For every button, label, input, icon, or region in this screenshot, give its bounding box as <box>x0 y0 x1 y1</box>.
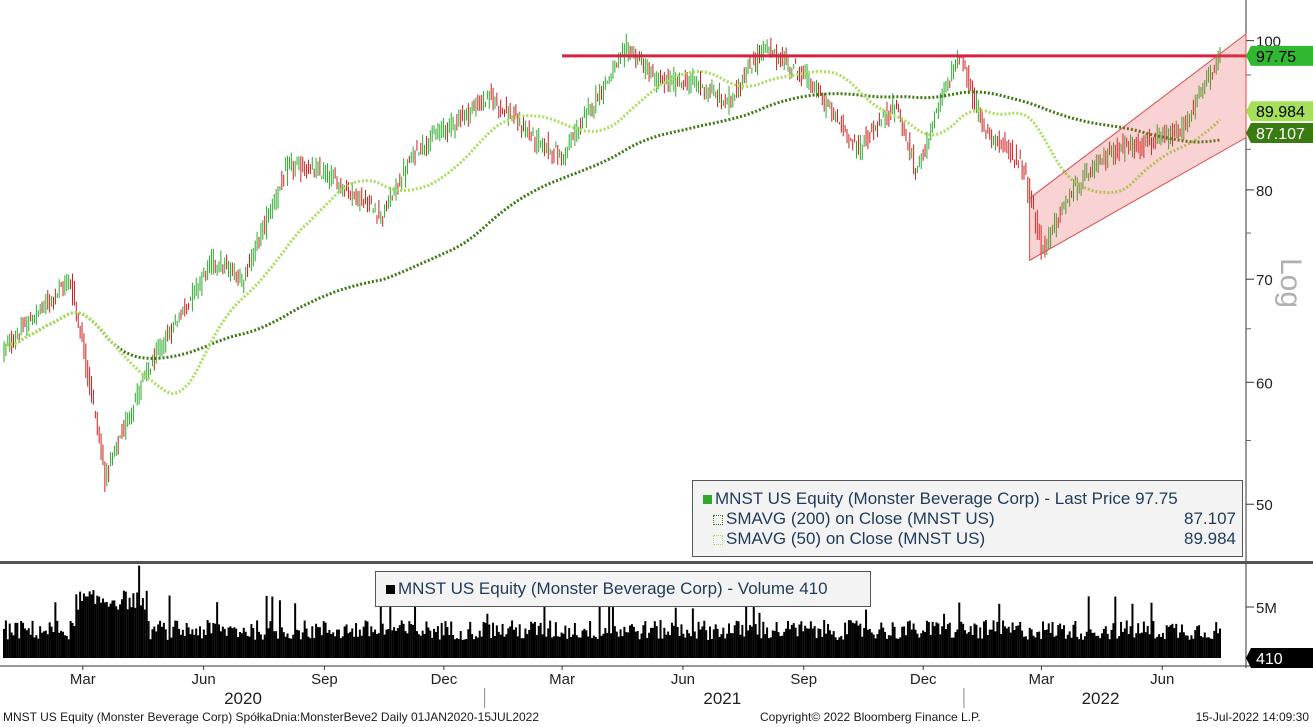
legend-swatch-sma200 <box>713 514 723 525</box>
x-month-label: Dec <box>431 671 458 688</box>
x-year-label: 2021 <box>703 689 741 708</box>
panel-divider <box>0 561 1313 564</box>
x-month-label: Mar <box>549 671 575 688</box>
sma200-line <box>3 90 1221 361</box>
x-month-label: Sep <box>311 671 338 688</box>
footer-timestamp: 15-Jul-2022 14:09:30 <box>1195 710 1309 724</box>
legend-label-sma200: SMAVG (200) on Close (MNST US) <box>726 509 995 528</box>
legend-label-volume: MNST US Equity (Monster Beverage Corp) -… <box>398 579 828 598</box>
value-tag-bg <box>1246 122 1313 143</box>
legend-item-volume: MNST US Equity (Monster Beverage Corp) -… <box>386 579 864 599</box>
x-month-label: Sep <box>790 671 817 688</box>
price-legend: MNST US Equity (Monster Beverage Corp) -… <box>692 480 1243 557</box>
volume-tick-label: 5M <box>1256 600 1277 617</box>
value-tag-bg <box>1246 648 1313 668</box>
x-month-label: Jun <box>1150 671 1174 688</box>
y-axis-scale-label: Log <box>1274 258 1307 308</box>
legend-item-sma50: SMAVG (50) on Close (MNST US) 89.984 <box>713 529 1236 549</box>
legend-value-sma200: 87.107 <box>1184 509 1236 528</box>
x-month-label: Jun <box>192 671 216 688</box>
value-tag-label: 97.75 <box>1256 49 1296 66</box>
volume-legend: MNST US Equity (Monster Beverage Corp) -… <box>375 571 871 607</box>
legend-swatch-last-price <box>703 495 712 505</box>
legend-value-sma50: 89.984 <box>1184 529 1236 548</box>
price-candles <box>3 33 1221 492</box>
value-tag-bg <box>1246 45 1313 66</box>
x-year-label: 2020 <box>224 689 262 708</box>
legend-label-sma50: SMAVG (50) on Close (MNST US) <box>726 529 986 548</box>
y-tick-label: 80 <box>1256 183 1273 200</box>
value-tag-bg <box>1246 101 1313 122</box>
volume-bars <box>3 565 1221 658</box>
sma50-line <box>3 69 1222 395</box>
legend-label-last-price: MNST US Equity (Monster Beverage Corp) -… <box>715 489 1178 508</box>
footer-copyright: Copyright© 2022 Bloomberg Finance L.P. <box>760 710 981 724</box>
legend-item-sma200: SMAVG (200) on Close (MNST US) 87.107 <box>713 509 1236 529</box>
y-tick-label: 70 <box>1256 272 1273 289</box>
legend-swatch-sma50 <box>713 534 723 545</box>
y-tick-label: 50 <box>1256 497 1273 514</box>
x-month-label: Dec <box>910 671 937 688</box>
x-month-label: Mar <box>70 671 96 688</box>
x-month-label: Mar <box>1028 671 1054 688</box>
y-tick-label: 60 <box>1256 375 1273 392</box>
value-tag-label: 87.107 <box>1256 126 1305 143</box>
footer-security-info: MNST US Equity (Monster Beverage Corp) S… <box>3 710 540 724</box>
legend-item-last-price: MNST US Equity (Monster Beverage Corp) -… <box>703 489 1236 509</box>
x-month-label: Jun <box>671 671 695 688</box>
legend-swatch-volume <box>386 585 395 595</box>
x-year-label: 2022 <box>1082 689 1120 708</box>
value-tag-label: 89.984 <box>1256 104 1305 121</box>
trend-channel <box>1029 32 1247 262</box>
value-tag-label: 410 <box>1256 651 1283 668</box>
